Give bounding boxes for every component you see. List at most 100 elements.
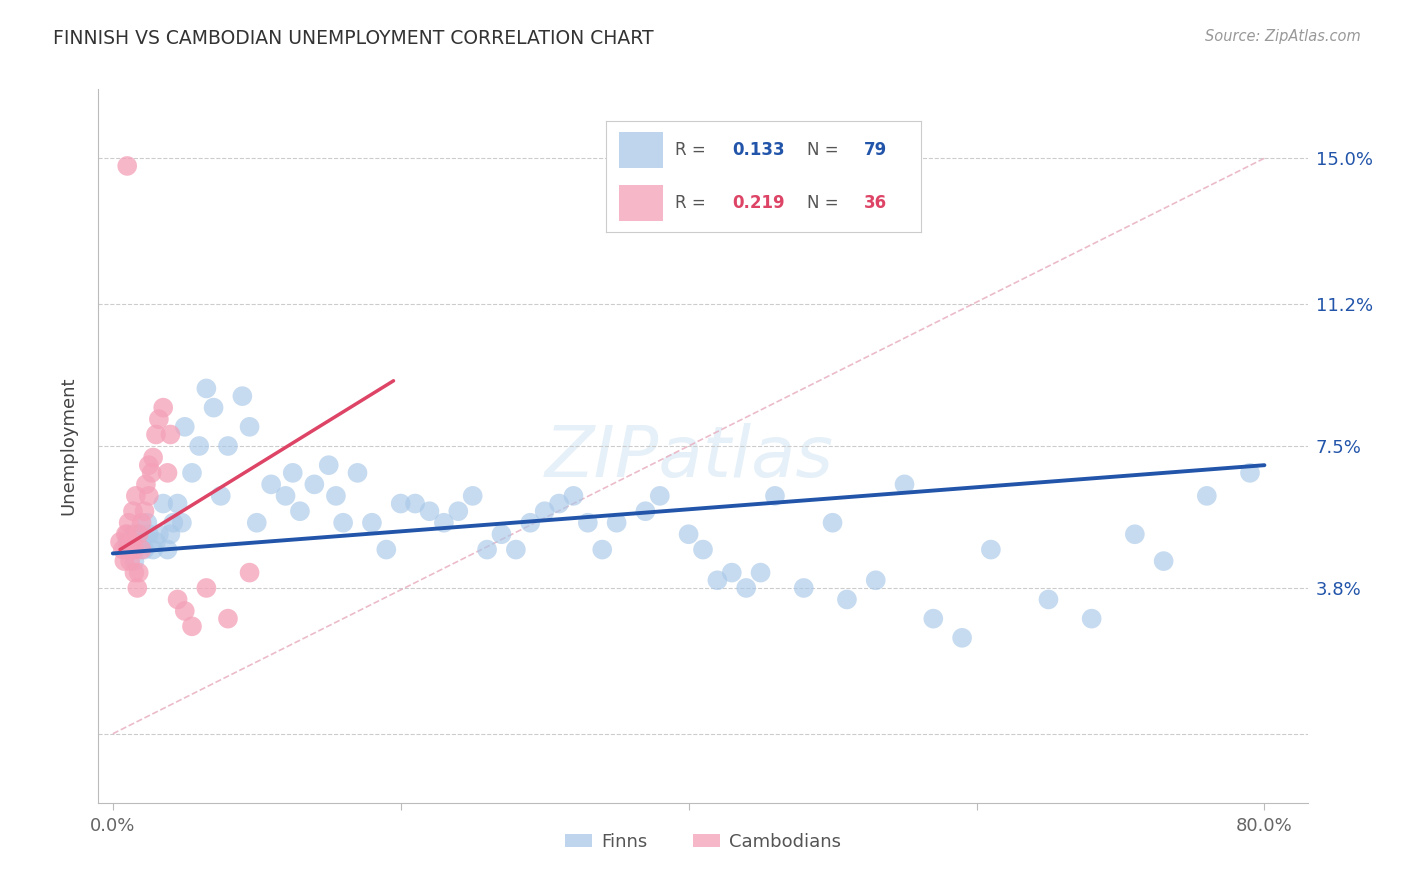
Point — [548, 497, 571, 511]
Point — [128, 527, 150, 541]
Point — [112, 554, 135, 568]
Point — [128, 527, 150, 541]
Point — [735, 581, 758, 595]
Point — [217, 439, 239, 453]
Point — [835, 592, 858, 607]
Point — [793, 581, 815, 595]
Point — [1123, 527, 1146, 541]
Point — [148, 527, 170, 541]
Point — [1038, 592, 1060, 607]
Point — [181, 619, 204, 633]
Point — [288, 504, 311, 518]
Point — [304, 477, 326, 491]
Point — [156, 466, 179, 480]
Text: FINNISH VS CAMBODIAN UNEMPLOYMENT CORRELATION CHART: FINNISH VS CAMBODIAN UNEMPLOYMENT CORREL… — [53, 29, 654, 47]
Point — [124, 566, 146, 580]
Point — [1080, 612, 1102, 626]
Point — [325, 489, 347, 503]
Point — [131, 542, 153, 557]
Point — [181, 466, 204, 480]
Point — [821, 516, 844, 530]
Point — [865, 574, 887, 588]
Point — [195, 381, 218, 395]
Point — [115, 535, 138, 549]
Point — [120, 542, 142, 557]
Point — [111, 542, 134, 557]
Point — [447, 504, 470, 518]
Point — [156, 542, 179, 557]
Point — [138, 489, 160, 503]
Point — [1153, 554, 1175, 568]
Point — [491, 527, 513, 541]
Point — [922, 612, 945, 626]
Point — [148, 412, 170, 426]
Point — [134, 504, 156, 518]
Point — [720, 566, 742, 580]
Point — [170, 516, 193, 530]
Point — [678, 527, 700, 541]
Point — [461, 489, 484, 503]
Point — [893, 477, 915, 491]
Y-axis label: Unemployment: Unemployment — [59, 376, 77, 516]
Point — [533, 504, 555, 518]
Point — [108, 535, 131, 549]
Point — [591, 542, 613, 557]
Point — [162, 516, 184, 530]
Point — [231, 389, 253, 403]
Point — [122, 527, 145, 541]
Point — [239, 566, 262, 580]
Point — [346, 466, 368, 480]
Point — [389, 497, 412, 511]
Point — [159, 527, 181, 541]
Point — [141, 466, 163, 480]
Point — [145, 535, 167, 549]
Point — [692, 542, 714, 557]
Point — [281, 466, 304, 480]
Point — [706, 574, 728, 588]
Point — [1239, 466, 1261, 480]
Point — [634, 504, 657, 518]
Point — [950, 631, 973, 645]
Point — [519, 516, 541, 530]
Point — [131, 516, 153, 530]
Point — [576, 516, 599, 530]
Point — [131, 535, 153, 549]
Point — [125, 489, 148, 503]
Point — [173, 419, 195, 434]
Point — [505, 542, 527, 557]
Point — [166, 592, 188, 607]
Text: Source: ZipAtlas.com: Source: ZipAtlas.com — [1205, 29, 1361, 44]
Point — [124, 542, 146, 557]
Point — [114, 527, 136, 541]
Point — [142, 450, 165, 465]
Point — [195, 581, 218, 595]
Text: ZIPatlas: ZIPatlas — [544, 423, 834, 492]
Point — [138, 458, 160, 473]
Point — [120, 554, 142, 568]
Point — [246, 516, 269, 530]
Point — [217, 612, 239, 626]
Point — [375, 542, 398, 557]
Point — [115, 542, 138, 557]
Point — [173, 604, 195, 618]
Point — [135, 477, 157, 491]
Point — [152, 497, 174, 511]
Point — [562, 489, 585, 503]
Point — [475, 542, 498, 557]
Point — [404, 497, 426, 511]
Point — [166, 497, 188, 511]
Point — [418, 504, 440, 518]
Point — [332, 516, 354, 530]
Point — [318, 458, 340, 473]
Point — [124, 554, 146, 568]
Point — [138, 527, 160, 541]
Point — [134, 542, 156, 557]
Point — [202, 401, 225, 415]
Point — [142, 542, 165, 557]
Point — [749, 566, 772, 580]
Point — [980, 542, 1002, 557]
Point — [274, 489, 297, 503]
Point — [145, 427, 167, 442]
Point — [127, 581, 149, 595]
Legend: Finns, Cambodians: Finns, Cambodians — [558, 826, 848, 858]
